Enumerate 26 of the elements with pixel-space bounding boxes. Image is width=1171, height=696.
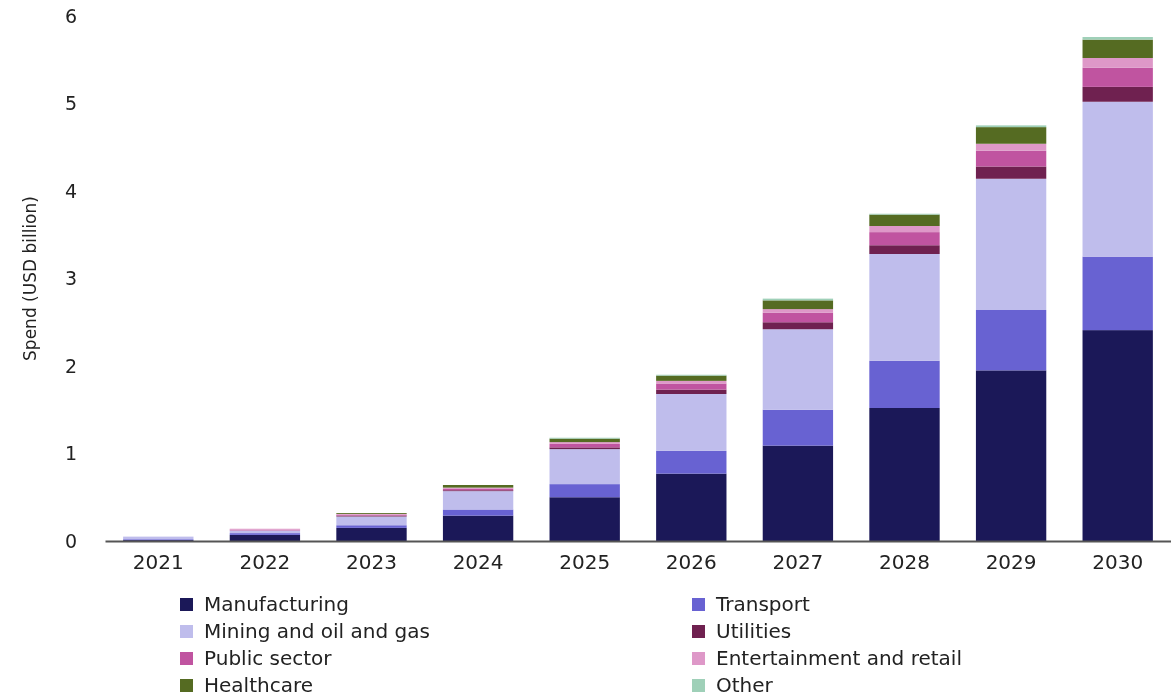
x-tick-label: 2025 <box>559 550 611 575</box>
y-tick-label: 2 <box>64 354 77 377</box>
legend-label: Healthcare <box>204 673 314 696</box>
legend-label: Other <box>716 673 774 696</box>
x-tick-label: 2022 <box>239 550 291 575</box>
y-tick-label: 5 <box>64 92 77 115</box>
y-tick-label: 4 <box>64 179 77 202</box>
x-tick-label: 2028 <box>879 550 930 575</box>
x-tick-label: 2027 <box>772 550 824 575</box>
legend-label: Mining and oil and gas <box>204 619 430 643</box>
legend-label: Public sector <box>204 646 333 670</box>
legend-label: Transport <box>715 592 811 616</box>
x-tick-label: 2029 <box>985 550 1037 575</box>
x-tick-label: 2024 <box>452 550 504 575</box>
x-tick-label: 2021 <box>132 550 184 575</box>
y-tick-label: 3 <box>64 267 77 290</box>
legend-label: Utilities <box>716 619 792 643</box>
x-tick-label: 2030 <box>1092 550 1144 575</box>
legend-label: Entertainment and retail <box>716 646 962 670</box>
y-tick-label: 1 <box>64 442 77 465</box>
y-axis-title: Spend (USD billion) <box>20 196 40 361</box>
legend-label: Manufacturing <box>204 592 349 616</box>
x-tick-label: 2023 <box>346 550 397 575</box>
y-tick-label: 0 <box>64 529 77 552</box>
y-tick-label: 6 <box>64 4 77 27</box>
x-tick-label: 2026 <box>665 550 717 575</box>
